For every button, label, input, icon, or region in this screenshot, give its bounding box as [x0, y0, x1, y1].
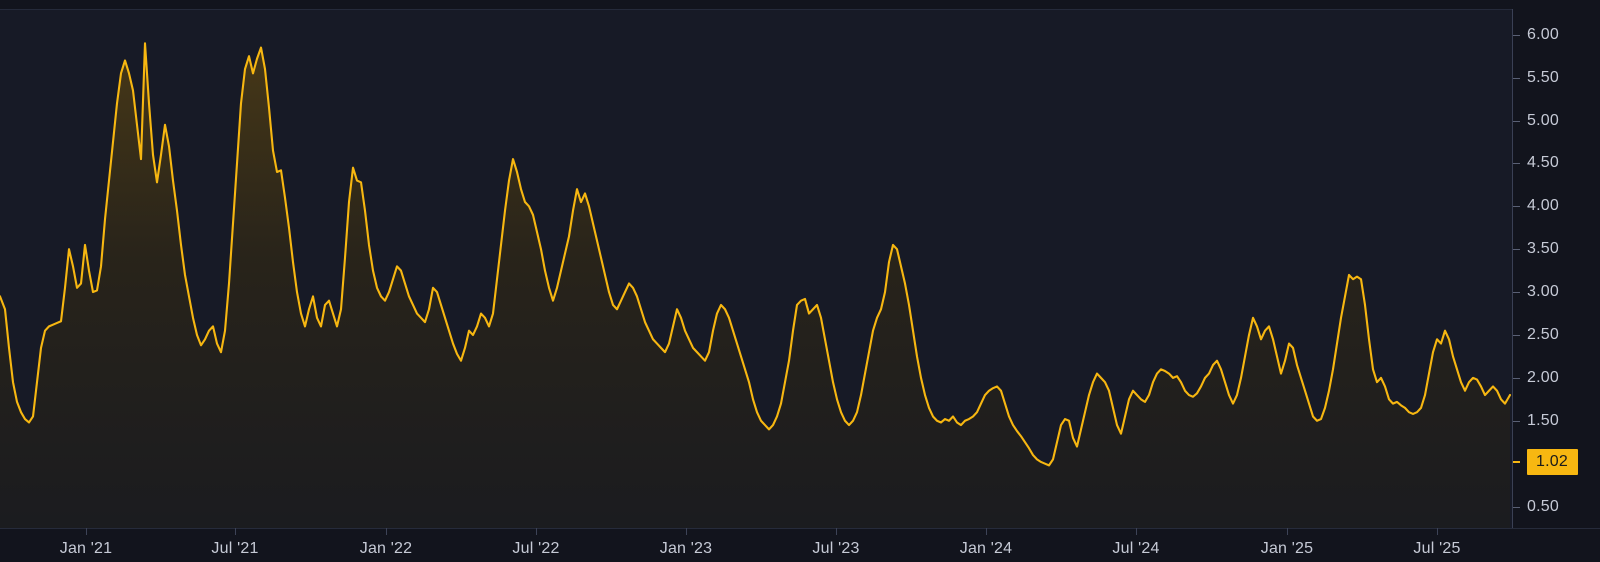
- y-tick-label: 3.00: [1527, 283, 1559, 301]
- x-tick-label: Jan '24: [959, 540, 1013, 557]
- series-area: [0, 43, 1510, 528]
- y-tick-label: 1.50: [1527, 411, 1559, 429]
- current-value-badge: 1.02: [1513, 448, 1578, 475]
- y-tick-mark: [1513, 163, 1520, 165]
- x-axis: Jan '21 Jul '21 Jan '22 Jul '22 Jan '23 Jul '…: [0, 528, 1600, 562]
- x-tick-label: Jan '25: [1260, 540, 1314, 557]
- x-tick-label: Jan '22: [359, 540, 413, 557]
- y-tick-mark: [1513, 334, 1520, 336]
- series-line: [0, 42, 1512, 467]
- x-tick-mark: [836, 528, 837, 535]
- y-tick-mark: [1513, 206, 1520, 208]
- y-tick-label: 0.50: [1527, 497, 1559, 515]
- y-tick-label: 4.00: [1527, 197, 1559, 215]
- x-tick-label: Jul '25: [1413, 540, 1461, 557]
- y-tick-label: 5.00: [1527, 111, 1559, 129]
- y-tick-label: 6.00: [1527, 25, 1559, 43]
- current-value-label: 1.02: [1527, 448, 1578, 475]
- x-tick-mark: [1136, 528, 1137, 535]
- current-value-tick: [1513, 460, 1520, 463]
- y-tick-mark: [1513, 120, 1520, 122]
- x-tick-mark: [686, 528, 687, 535]
- x-tick-label: Jul '23: [812, 540, 860, 557]
- x-tick-mark: [536, 528, 537, 535]
- y-tick-mark: [1513, 77, 1520, 79]
- y-tick-mark: [1513, 506, 1520, 508]
- x-tick-label: Jul '21: [211, 540, 259, 557]
- y-tick-label: 2.00: [1527, 368, 1559, 386]
- x-tick-label: Jan '21: [59, 540, 113, 557]
- x-tick-mark: [1287, 528, 1288, 535]
- y-axis: 6.00 5.50 5.00 4.50 4.00 3.50 3.00 2.50 2.00 1.50…: [1513, 0, 1600, 562]
- x-tick-label: Jan '23: [659, 540, 713, 557]
- plot-top-border: [0, 9, 1512, 10]
- y-axis-line: [1512, 9, 1513, 528]
- y-tick-label: 5.50: [1527, 68, 1559, 86]
- y-tick-mark: [1513, 377, 1520, 379]
- y-tick-label: 3.50: [1527, 240, 1559, 258]
- y-tick-mark: [1513, 420, 1520, 422]
- x-tick-mark: [235, 528, 236, 535]
- y-tick-label: 4.50: [1527, 154, 1559, 172]
- y-tick-mark: [1513, 249, 1520, 251]
- y-tick-mark: [1513, 34, 1520, 36]
- x-tick-mark: [86, 528, 87, 535]
- x-tick-mark: [1437, 528, 1438, 535]
- price-series-svg: [0, 42, 1512, 528]
- plot-bottom-border: [0, 528, 1600, 529]
- y-tick-mark: [1513, 292, 1520, 294]
- x-tick-mark: [386, 528, 387, 535]
- y-tick-label: 2.50: [1527, 325, 1559, 343]
- x-tick-mark: [986, 528, 987, 535]
- x-tick-label: Jul '22: [512, 540, 560, 557]
- x-tick-label: Jul '24: [1112, 540, 1160, 557]
